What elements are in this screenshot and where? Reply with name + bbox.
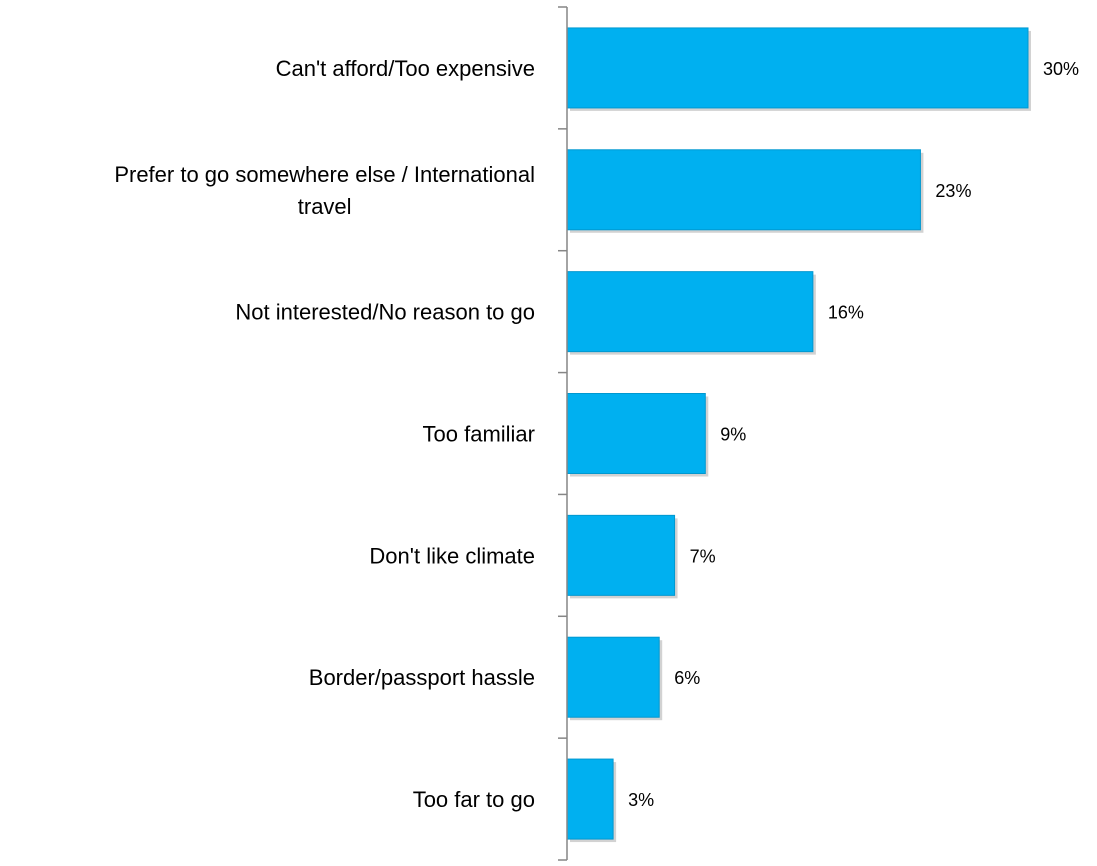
- category-label-line: Prefer to go somewhere else / Internatio…: [114, 162, 535, 187]
- category-label: Not interested/No reason to go: [235, 300, 535, 325]
- category-label-line: Too familiar: [423, 422, 535, 447]
- bar: [566, 149, 921, 231]
- category-label-line: travel: [298, 194, 352, 219]
- category-label: Border/passport hassle: [309, 665, 535, 690]
- labels-layer: 30% Can't afford/Too expensive 23% Prefer t…: [114, 56, 1079, 812]
- category-label: Too familiar: [423, 422, 535, 447]
- bar: [566, 636, 660, 718]
- category-label: Don't like climate: [369, 543, 535, 568]
- category-label-line: Can't afford/Too expensive: [276, 56, 535, 81]
- bar: [566, 514, 676, 596]
- category-label-line: Border/passport hassle: [309, 665, 535, 690]
- data-label: 30%: [1043, 59, 1079, 79]
- category-label-line: Not interested/No reason to go: [235, 300, 535, 325]
- category-axis: [558, 6, 568, 861]
- bar: [566, 393, 706, 474]
- bar: [566, 758, 614, 840]
- bar: [566, 27, 1029, 109]
- category-label-line: Too far to go: [413, 787, 535, 812]
- category-label: Too far to go: [413, 787, 535, 812]
- category-label-line: Don't like climate: [369, 543, 535, 568]
- bar: [566, 271, 814, 353]
- data-label: 16%: [828, 303, 864, 323]
- data-label: 6%: [674, 668, 700, 688]
- category-label: Prefer to go somewhere else / Internatio…: [114, 162, 535, 219]
- data-label: 3%: [628, 790, 654, 810]
- category-label: Can't afford/Too expensive: [276, 56, 535, 81]
- data-label: 7%: [690, 546, 716, 566]
- data-label: 9%: [720, 425, 746, 445]
- bars-layer: [566, 27, 1031, 843]
- data-label: 23%: [935, 181, 971, 201]
